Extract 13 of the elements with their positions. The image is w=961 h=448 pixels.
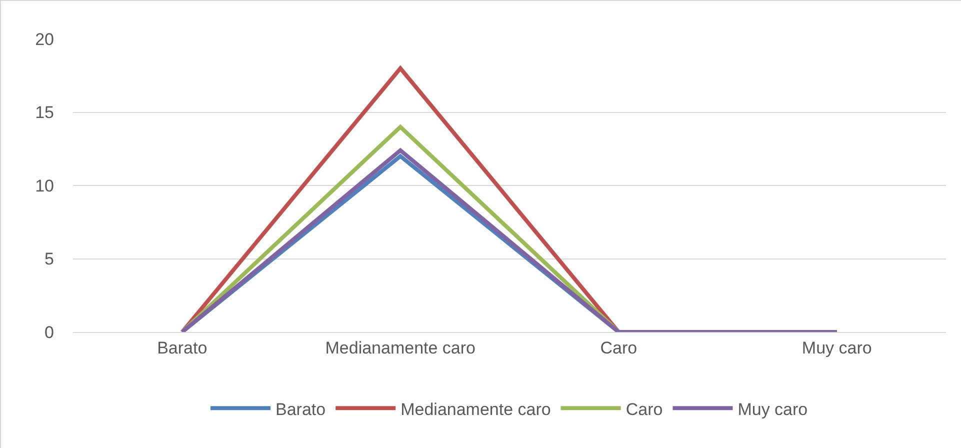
y-tick-label: 5 xyxy=(44,250,54,269)
x-tick-label: Caro xyxy=(600,338,638,358)
x-tick-label: Muy caro xyxy=(802,338,872,358)
x-tick-label: Medianamente caro xyxy=(325,338,476,358)
legend-label: Caro xyxy=(626,400,663,419)
y-tick-label: 15 xyxy=(35,103,54,122)
legend-label: Muy caro xyxy=(738,400,808,419)
legend-label: Medianamente caro xyxy=(400,400,551,419)
legend-label: Barato xyxy=(276,400,326,419)
y-tick-label: 10 xyxy=(35,176,54,196)
x-tick-label: Barato xyxy=(157,338,208,358)
y-tick-label: 20 xyxy=(35,30,54,49)
y-tick-label: 0 xyxy=(44,322,54,342)
